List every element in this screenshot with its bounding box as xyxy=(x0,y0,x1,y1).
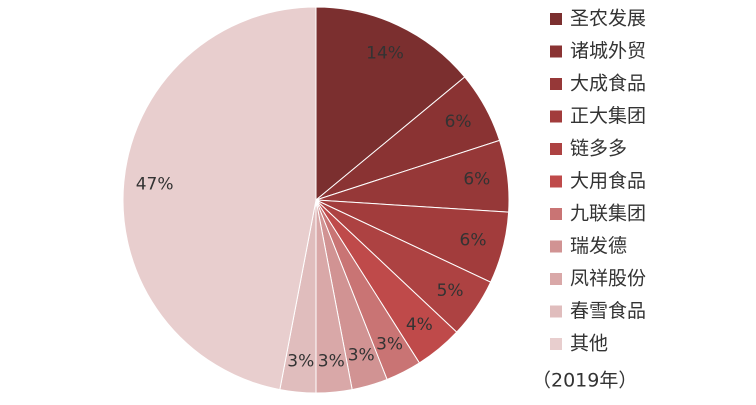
legend-label: 春雪食品 xyxy=(570,300,646,322)
data-label: 6% xyxy=(460,230,487,250)
pie-slice xyxy=(315,6,466,202)
data-label: 4% xyxy=(406,315,433,335)
pie: 14%6%6%6%5%4%3%3%3%3%47% xyxy=(122,6,510,394)
data-label: 6% xyxy=(463,170,490,190)
legend-swatch xyxy=(550,305,562,318)
data-label: 47% xyxy=(136,175,174,195)
legend-label: 大成食品 xyxy=(570,73,646,95)
data-label: 3% xyxy=(287,351,314,371)
legend-label: 九联集团 xyxy=(570,203,646,225)
legend-label: 正大集团 xyxy=(570,105,646,127)
legend-swatch xyxy=(550,338,562,350)
pie-slice xyxy=(122,6,317,391)
legend-label: 大用食品 xyxy=(570,170,646,192)
legend-note: （2019年） xyxy=(532,370,637,392)
legend-swatch xyxy=(550,273,562,285)
legend-swatch xyxy=(550,45,562,58)
data-label: 14% xyxy=(366,43,404,63)
legend-swatch xyxy=(550,208,562,220)
data-label: 3% xyxy=(348,346,375,366)
legend-swatch xyxy=(550,110,562,123)
legend-swatch xyxy=(550,78,562,90)
data-label: 3% xyxy=(318,351,345,371)
legend-swatch xyxy=(550,240,562,253)
data-label: 6% xyxy=(445,112,472,132)
data-label: 5% xyxy=(437,281,464,301)
legend-swatch xyxy=(550,175,562,188)
legend-label: 诸城外贸 xyxy=(570,40,646,62)
legend-swatch xyxy=(550,143,562,155)
legend-swatch xyxy=(550,13,562,25)
legend-label: 链多多 xyxy=(570,138,627,160)
data-label: 3% xyxy=(376,334,403,354)
legend-label: 其他 xyxy=(570,333,608,355)
legend-label: 瑞发德 xyxy=(570,235,627,257)
legend-label: 凤祥股份 xyxy=(570,268,646,290)
legend-label: 圣农发展 xyxy=(570,8,646,30)
